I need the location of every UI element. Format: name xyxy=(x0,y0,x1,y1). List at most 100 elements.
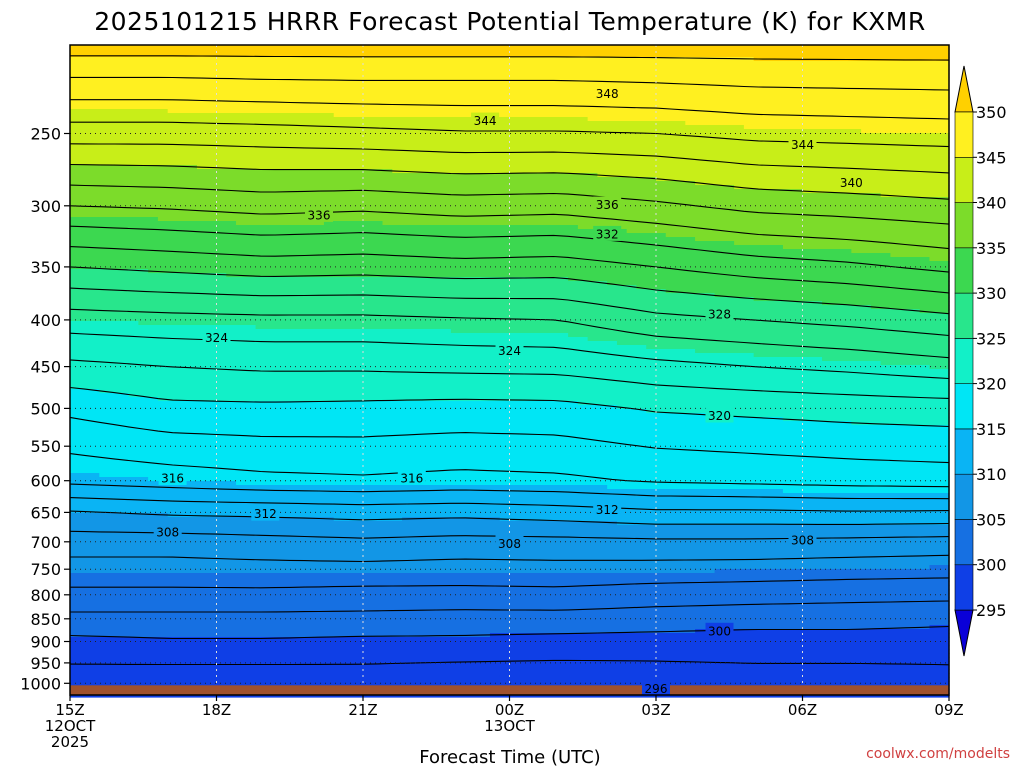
temperature-cell xyxy=(70,393,130,398)
temperature-cell xyxy=(70,273,227,278)
temperature-cell xyxy=(70,645,950,650)
temperature-cell xyxy=(70,309,921,314)
temperature-cell xyxy=(822,301,950,306)
temperature-cell xyxy=(802,189,950,194)
contour-label-background xyxy=(788,136,817,152)
colorbar-label-340: 340 xyxy=(976,194,1007,213)
ground-layer xyxy=(70,685,949,695)
y-tick-label-350: 350 xyxy=(30,258,61,277)
temperature-cell xyxy=(70,609,950,614)
colorbar: 295 300 305 310 315 320 325 330 335 340 345 350 xyxy=(954,65,1007,657)
temperature-cell xyxy=(70,201,950,206)
contour-350 xyxy=(70,55,950,61)
credit-text: coolwx.com/modelts xyxy=(866,746,1010,762)
temperature-cell xyxy=(880,193,950,198)
contour-label-316: 316 xyxy=(158,470,187,486)
contour-label-340: 340 xyxy=(837,174,866,190)
x-tick-label-03Z: 03Z xyxy=(641,701,670,719)
temperature-cell xyxy=(70,217,159,222)
x-tick-line: 06Z xyxy=(788,701,817,719)
temperature-cell xyxy=(753,297,950,302)
temperature-cell xyxy=(743,125,950,130)
temperature-cell xyxy=(616,341,950,346)
temperature-cell xyxy=(70,633,491,638)
temperature-cell xyxy=(607,281,950,286)
contour-label-316: 316 xyxy=(397,470,426,486)
chart-title: 2025101215 HRRR Forecast Potential Tempe… xyxy=(94,7,926,36)
contour-306 xyxy=(70,554,950,563)
temperature-cell xyxy=(626,229,950,234)
temperature-cell xyxy=(70,625,931,630)
temperature-cell xyxy=(70,397,159,402)
x-tick-label-18Z: 18Z xyxy=(202,701,231,719)
contour-label-background xyxy=(471,112,500,128)
temperature-cell xyxy=(157,397,950,402)
y-axis: 250 300 350 400 450 500 550 600 650 700 750 800 850 9… xyxy=(20,125,70,693)
temperature-cell xyxy=(70,225,579,230)
temperature-cell xyxy=(70,197,950,202)
contour-label-text: 324 xyxy=(205,331,228,345)
temperature-cell xyxy=(70,69,950,74)
colorbar-band xyxy=(954,428,974,475)
y-tick-label-550: 550 xyxy=(30,437,61,456)
x-tick-line: 2025 xyxy=(51,733,89,751)
colorbar-label-345: 345 xyxy=(976,148,1007,167)
colorbar-label-295: 295 xyxy=(976,601,1007,620)
colorbar-label-310: 310 xyxy=(976,465,1007,484)
temperature-cell xyxy=(70,77,950,82)
temperature-cell xyxy=(128,393,950,398)
contour-340 xyxy=(69,163,950,200)
y-tick-label-250: 250 xyxy=(30,125,61,144)
colorbar-band xyxy=(954,202,974,249)
temperature-cell xyxy=(70,429,950,434)
temperature-cell xyxy=(880,361,950,366)
contour-label-312: 312 xyxy=(593,501,622,517)
contour-label-background xyxy=(705,622,734,638)
temperature-cell xyxy=(822,357,950,362)
temperature-cell xyxy=(70,93,950,98)
temperature-cell xyxy=(70,361,882,366)
temperature-cell xyxy=(70,389,100,394)
contour-336 xyxy=(69,205,950,250)
temperature-cell xyxy=(70,321,139,326)
x-tick-line: 15Z xyxy=(55,701,84,719)
temperature-cell xyxy=(714,293,950,298)
temperature-cell xyxy=(70,409,647,414)
colorbar-band xyxy=(954,292,974,339)
contour-label-background xyxy=(705,407,734,423)
temperature-cell xyxy=(70,149,950,154)
temperature-cell xyxy=(157,217,950,222)
contour-label-background xyxy=(158,470,187,485)
temperature-cell xyxy=(70,461,950,466)
temperature-cell xyxy=(70,669,950,674)
temperature-cell xyxy=(70,653,950,658)
temperature-cell xyxy=(70,401,579,406)
temperature-cell xyxy=(70,549,950,554)
temperature-cell xyxy=(70,657,950,662)
temperature-cell xyxy=(70,229,628,234)
contour-label-text: 308 xyxy=(498,537,521,551)
contour-label-text: 328 xyxy=(708,307,731,321)
temperature-cell xyxy=(70,89,950,94)
temperature-cell xyxy=(70,253,891,258)
contour-label-text: 320 xyxy=(708,409,731,423)
temperature-cell xyxy=(99,389,950,394)
colorbar-label-315: 315 xyxy=(976,420,1007,439)
temperature-cell xyxy=(70,513,169,518)
temperature-cell xyxy=(70,153,950,158)
temperature-cell xyxy=(70,305,872,310)
temperature-cell xyxy=(646,409,950,414)
temperature-cell xyxy=(70,329,452,334)
temperature-cell xyxy=(70,425,950,430)
temperature-cell xyxy=(70,301,823,306)
temperature-cell xyxy=(70,473,100,478)
contour-label-308: 308 xyxy=(788,532,817,548)
contour-label-background xyxy=(642,680,670,696)
temperature-cell xyxy=(851,421,950,426)
temperature-cell xyxy=(70,569,716,574)
temperature-cell xyxy=(138,321,950,326)
y-tick-label-800: 800 xyxy=(30,586,61,605)
temperature-cell xyxy=(70,57,755,62)
temperature-cell xyxy=(382,221,950,226)
